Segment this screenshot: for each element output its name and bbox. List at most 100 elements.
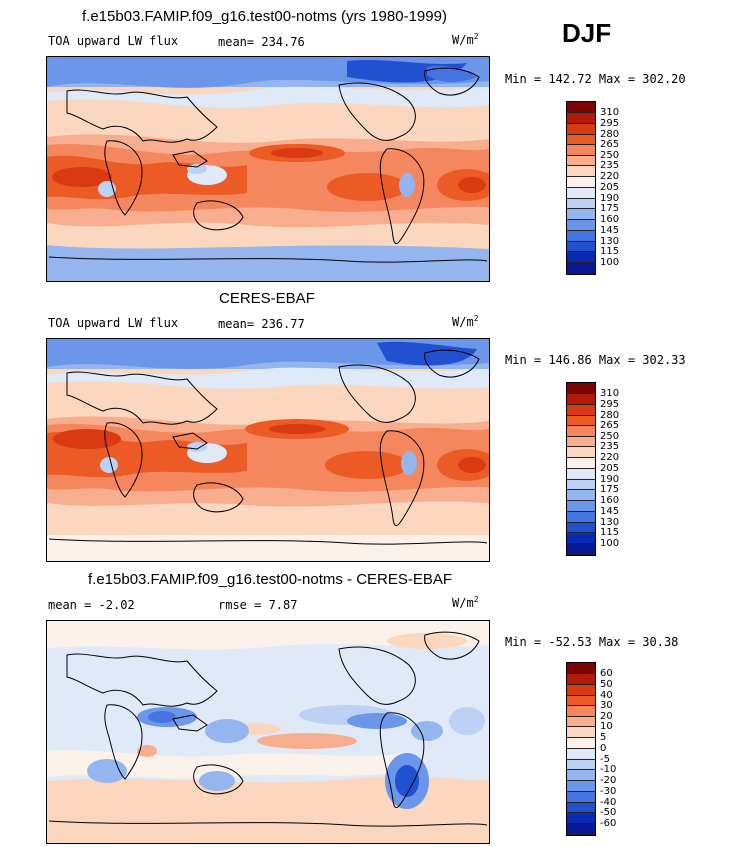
panel3-colorbar-box [567,717,595,727]
panel1-colorbar-box [567,113,595,124]
panel3-colorbar-box [567,674,595,685]
panel2-colorbar-label: 160 [600,495,620,506]
panel3-colorbar-label: 0 [600,743,607,754]
panel2-colorbar-box [567,458,595,469]
panel1-colorbar-label: 130 [600,236,620,247]
panel3-colorbar-label: -30 [600,786,617,797]
panel3-colorbar-label: -40 [600,797,617,808]
panel3-colorbar-box [567,706,595,717]
panel3-colorbar-box [567,738,595,749]
panel3-colorbar-box [567,770,595,781]
panel3-colorbar-label: -20 [600,775,617,786]
panel3-colorbar-box [567,813,595,824]
panel2-colorbar-box [567,426,595,437]
panel3-colorbar-box [567,749,595,760]
panel3-colorbar-box [567,760,595,770]
panel1-colorbar-box [567,145,595,156]
panel2-colorbar-label: 130 [600,517,620,528]
panel1-colorbar-label: 175 [600,203,620,214]
panel2-colorbar-label: 115 [600,527,620,538]
panel3-colorbar-box [567,792,595,803]
panel2-colorbar-label: 280 [600,410,620,421]
panel1-colorbar-box [567,102,595,113]
panel2-colorbar-box [567,533,595,544]
panel1-colorbar-box [567,156,595,166]
panel1-colorbar-box [567,209,595,220]
panel1-colorbar-label: 220 [600,171,620,182]
panel3-colorbar: 60 50 40 30 20 10 5 0 -5 -10 -20 -30 -40… [566,662,616,836]
panel1-colorbar-label: 100 [600,257,620,268]
panel3-mean-label: mean = -2.02 [48,598,135,612]
panel1-colorbar-label: 205 [600,182,620,193]
panel3-colorbar-label: 40 [600,690,613,701]
panel3-colorbar-label: -50 [600,807,617,818]
panel2-colorbar-label: 235 [600,441,620,452]
panel2-colorbar-label: 220 [600,452,620,463]
panel2-colorbar-label: 295 [600,399,620,410]
panel3-map [46,620,490,844]
panel2-contour-plot [47,339,489,561]
panel3-colorbar-box [567,803,595,813]
panel2-units: W/m2 [452,314,479,329]
panel1-colorbar-label: 190 [600,193,620,204]
panel2-colorbar-label: 265 [600,420,620,431]
panel2-colorbar-label: 190 [600,474,620,485]
panel1-colorbar-label: 115 [600,246,620,257]
panel1-colorbar-box [567,199,595,209]
panel1-colorbar-box [567,166,595,177]
panel3-colorbar-label: 10 [600,721,613,732]
panel3-units: W/m2 [452,595,479,610]
panel1-colorbar-label: 295 [600,118,620,129]
panel1-colorbar-box [567,263,595,274]
panel1-colorbar-label: 235 [600,160,620,171]
panel1-colorbar-label: 145 [600,225,620,236]
panel1-colorbar-box [567,188,595,199]
panel1-map [46,56,490,282]
panel1-colorbar-label: 310 [600,107,620,118]
panel1-title: f.e15b03.FAMIP.f09_g16.test00-notms (yrs… [82,8,447,25]
panel3-colorbar-label: 50 [600,679,613,690]
panel3-rmse-label: rmse = 7.87 [218,598,298,612]
season-label: DJF [562,18,612,48]
panel1-colorbar-box [567,177,595,188]
panel1-colorbar-box [567,231,595,242]
panel1-colorbar-box [567,135,595,145]
panel3-colorbar-box [567,727,595,738]
panel2-variable-label: TOA upward LW flux [48,316,179,330]
panel2-minmax: Min = 146.86 Max = 302.33 [505,353,686,367]
panel1-variable-label: TOA upward LW flux [48,34,179,48]
panel2-colorbar-box [567,480,595,490]
panel2-colorbar: 310 295 280 265 250 235 220 205 190 175 … [566,382,619,556]
panel2-colorbar-box [567,512,595,523]
panel1-colorbar-box [567,242,595,252]
panel3-colorbar-box [567,696,595,706]
panel3-title: f.e15b03.FAMIP.f09_g16.test00-notms - CE… [88,571,453,588]
panel3-colorbar-label: -10 [600,764,617,775]
panel2-map [46,338,490,562]
panel1-mean-label: mean= 234.76 [218,35,305,49]
panel2-colorbar-box [567,394,595,405]
panel2-colorbar-label: 175 [600,484,620,495]
panel1-colorbar-box [567,252,595,263]
panel3-minmax: Min = -52.53 Max = 30.38 [505,635,679,649]
panel2-colorbar-box [567,523,595,533]
panel1-colorbar-box [567,220,595,231]
panel2-colorbar-label: 100 [600,538,620,549]
panel2-colorbar-box [567,437,595,447]
panel2-colorbar-label: 310 [600,388,620,399]
panel2-mean-label: mean= 236.77 [218,317,305,331]
panel2-colorbar-box [567,469,595,480]
panel1-colorbar-label: 265 [600,139,620,150]
panel3-colorbar-label: 20 [600,711,613,722]
panel2-colorbar-box [567,501,595,512]
panel2-colorbar-box [567,405,595,416]
panel3-colorbar-box [567,685,595,696]
panel1-colorbar-box [567,124,595,135]
panel1-contour-plot [47,57,489,281]
panel1-colorbar-label: 160 [600,214,620,225]
panel3-colorbar-label: 30 [600,700,613,711]
panel3-colorbar-box [567,824,595,835]
panel3-colorbar-label: -60 [600,818,617,829]
panel2-title: CERES-EBAF [219,290,315,307]
panel1-units: W/m2 [452,32,479,47]
